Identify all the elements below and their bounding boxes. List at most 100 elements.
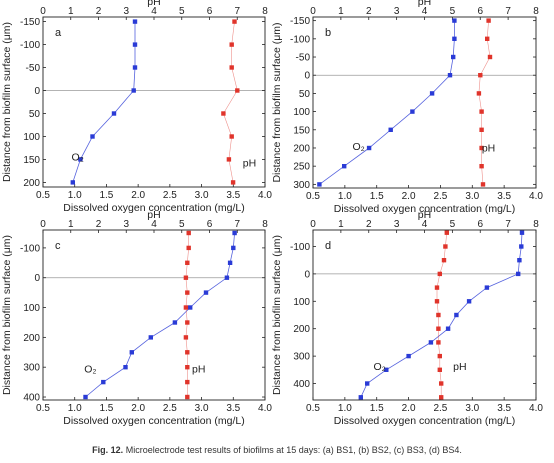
panel-a-ph-marker (230, 180, 236, 185)
panel-b-o2-marker (429, 91, 435, 96)
panel-c-o2-marker (227, 260, 233, 265)
panel-d-y-tick-label: 400 (293, 379, 310, 390)
panel-c-o2-marker (148, 335, 153, 340)
panel-c-top-tick-label: 1 (68, 219, 74, 230)
panel-d-x-tick-label: 3.0 (465, 403, 479, 414)
panel-a-ph-marker (229, 42, 234, 47)
panel-a-y-tick-label: 150 (23, 155, 40, 166)
panel-c-ph-marker (185, 379, 190, 385)
panel-d-o2-marker (516, 271, 521, 277)
panel-b-y-axis-title: Distance from biofilm surface (μm) (271, 22, 283, 182)
panel-d-ph-marker (439, 395, 444, 400)
panel-c-ph-marker (185, 394, 190, 400)
panel-b-x-tick-label: 3.0 (465, 191, 479, 202)
panel-a-ph-marker (235, 88, 240, 93)
panel-c-top-tick-label: 3 (123, 219, 129, 230)
panel-d-x-tick-label: 1.5 (370, 403, 384, 414)
panel-d-o2-marker (365, 381, 370, 386)
panel-c-top-tick-label: 7 (234, 219, 240, 230)
panel-d-o2-marker (445, 326, 451, 331)
panel-b-ph-marker (480, 182, 486, 187)
panel-c-ph-marker (186, 230, 191, 236)
panel-b-ph-marker (479, 164, 484, 169)
panel-a-o2-marker (90, 134, 95, 139)
panel-b-top-tick-label: 6 (477, 6, 483, 17)
panel-c-o2-marker (203, 290, 209, 295)
panel-b-y-tick-label: -50 (296, 53, 311, 64)
panel-c-o2-marker (83, 394, 88, 400)
panel-d-y-tick-label: -100 (290, 242, 310, 253)
panel-c-y-tick-label: 300 (23, 363, 40, 374)
panel-c-ph-marker (185, 365, 190, 370)
panel-b-top-tick-label: 2 (366, 6, 372, 17)
panel-b-o2-line (319, 20, 455, 185)
panel-c-o2-label: O₂ (84, 364, 96, 376)
panel-d-o2-marker (519, 244, 524, 249)
panel-a-top-tick-label: 7 (234, 6, 240, 17)
panel-b-y-tick-label: -150 (290, 16, 310, 27)
panel-d-y-tick-label: 300 (293, 352, 310, 363)
panel-a-top-axis-title: pH (147, 0, 160, 8)
panel-b-y-tick-label: 300 (293, 180, 310, 191)
panel-a-ph-marker (226, 157, 232, 162)
panel-d-x-tick-label: 2.0 (402, 403, 416, 414)
panel-a-x-tick-label: 2.5 (163, 190, 177, 201)
panel-c-o2-marker (231, 245, 236, 251)
panel-a-ph-marker (232, 19, 237, 24)
panel-a-ph-label: pH (243, 157, 256, 169)
panel-d-top-tick-label: 0 (310, 219, 316, 230)
panel-d-ph-marker (436, 340, 441, 345)
panel-a-x-axis-title: Dissolved oxygen concentration (mg/L) (63, 202, 245, 214)
panel-c-o2-marker (123, 365, 128, 370)
panel-d-plot-frame (312, 229, 537, 401)
panel-b-y-tick-label: 150 (293, 125, 310, 136)
panel-b-y-tick-label: 50 (299, 89, 311, 100)
panel-a-ph-marker (229, 65, 234, 70)
panel-a-o2-line (72, 21, 136, 183)
panel-d-o2-marker (466, 299, 472, 304)
panel-c-o2-marker (188, 305, 193, 310)
panel-d-y-tick-label: 100 (293, 297, 310, 308)
panel-d-ph-marker (441, 258, 447, 263)
panel-d-top-tick-label: 3 (394, 219, 400, 230)
panel-a-x-tick-label: 0.5 (36, 190, 50, 201)
panel-b-x-axis-title: Dissolved oxygen concentration (mg/L) (334, 203, 516, 215)
panel-d-top-tick-label: 1 (338, 219, 344, 230)
panel-d-o2-marker (484, 285, 490, 290)
panel-a-o2-marker (78, 157, 83, 162)
panel-c-y-tick-label: -100 (20, 243, 40, 254)
figure-caption-label: Fig. 12. (92, 445, 124, 455)
panel-d-ph-marker (436, 326, 441, 331)
panel-b-top-axis-title: pH (418, 0, 431, 8)
panel-c-o2-marker (101, 379, 106, 385)
panel-d-o2-label: O₂ (374, 361, 386, 373)
panel-d-o2-marker (517, 258, 522, 263)
panel-a-ph-marker (221, 111, 226, 116)
figure-caption-text: Microelectrode test results of biofilms … (125, 445, 462, 455)
panel-a-o2-marker (131, 88, 136, 93)
panel-d-x-axis-title: Dissolved oxygen concentration (mg/L) (334, 415, 516, 427)
panel-d-ph-label: pH (453, 361, 466, 373)
panel-b-ph-marker (478, 73, 483, 78)
panel-b-o2-marker (452, 36, 457, 41)
panel-a-y-tick-label: 100 (23, 132, 40, 143)
panel-c-o2-marker (172, 320, 178, 325)
panel-c-letter: c (55, 240, 61, 252)
panel-a-o2-marker (111, 111, 117, 116)
panel-d-ph-marker (437, 367, 442, 372)
panel-c-y-tick-label: 0 (34, 273, 40, 284)
panel-c-x-tick-label: 4.0 (258, 403, 272, 414)
panel-b-o2-marker (451, 54, 456, 60)
panel-b-ph-marker (479, 127, 484, 132)
panel-c-ph-marker (185, 320, 190, 325)
panel-d-x-tick-label: 2.5 (433, 403, 447, 414)
panel-a-o2-label: O₂ (72, 151, 84, 163)
panel-a-y-tick-label: -50 (26, 63, 41, 74)
panel-d-top-tick-label: 6 (477, 219, 483, 230)
panel-c-ph-marker (185, 260, 190, 265)
panel-a-top-tick-label: 6 (207, 6, 213, 17)
panel-a-y-tick-label: -100 (20, 40, 40, 51)
panel-c-x-tick-label: 0.5 (36, 403, 50, 414)
panel-d-ph-marker (434, 285, 440, 290)
panel-c-ph-marker (186, 245, 191, 251)
